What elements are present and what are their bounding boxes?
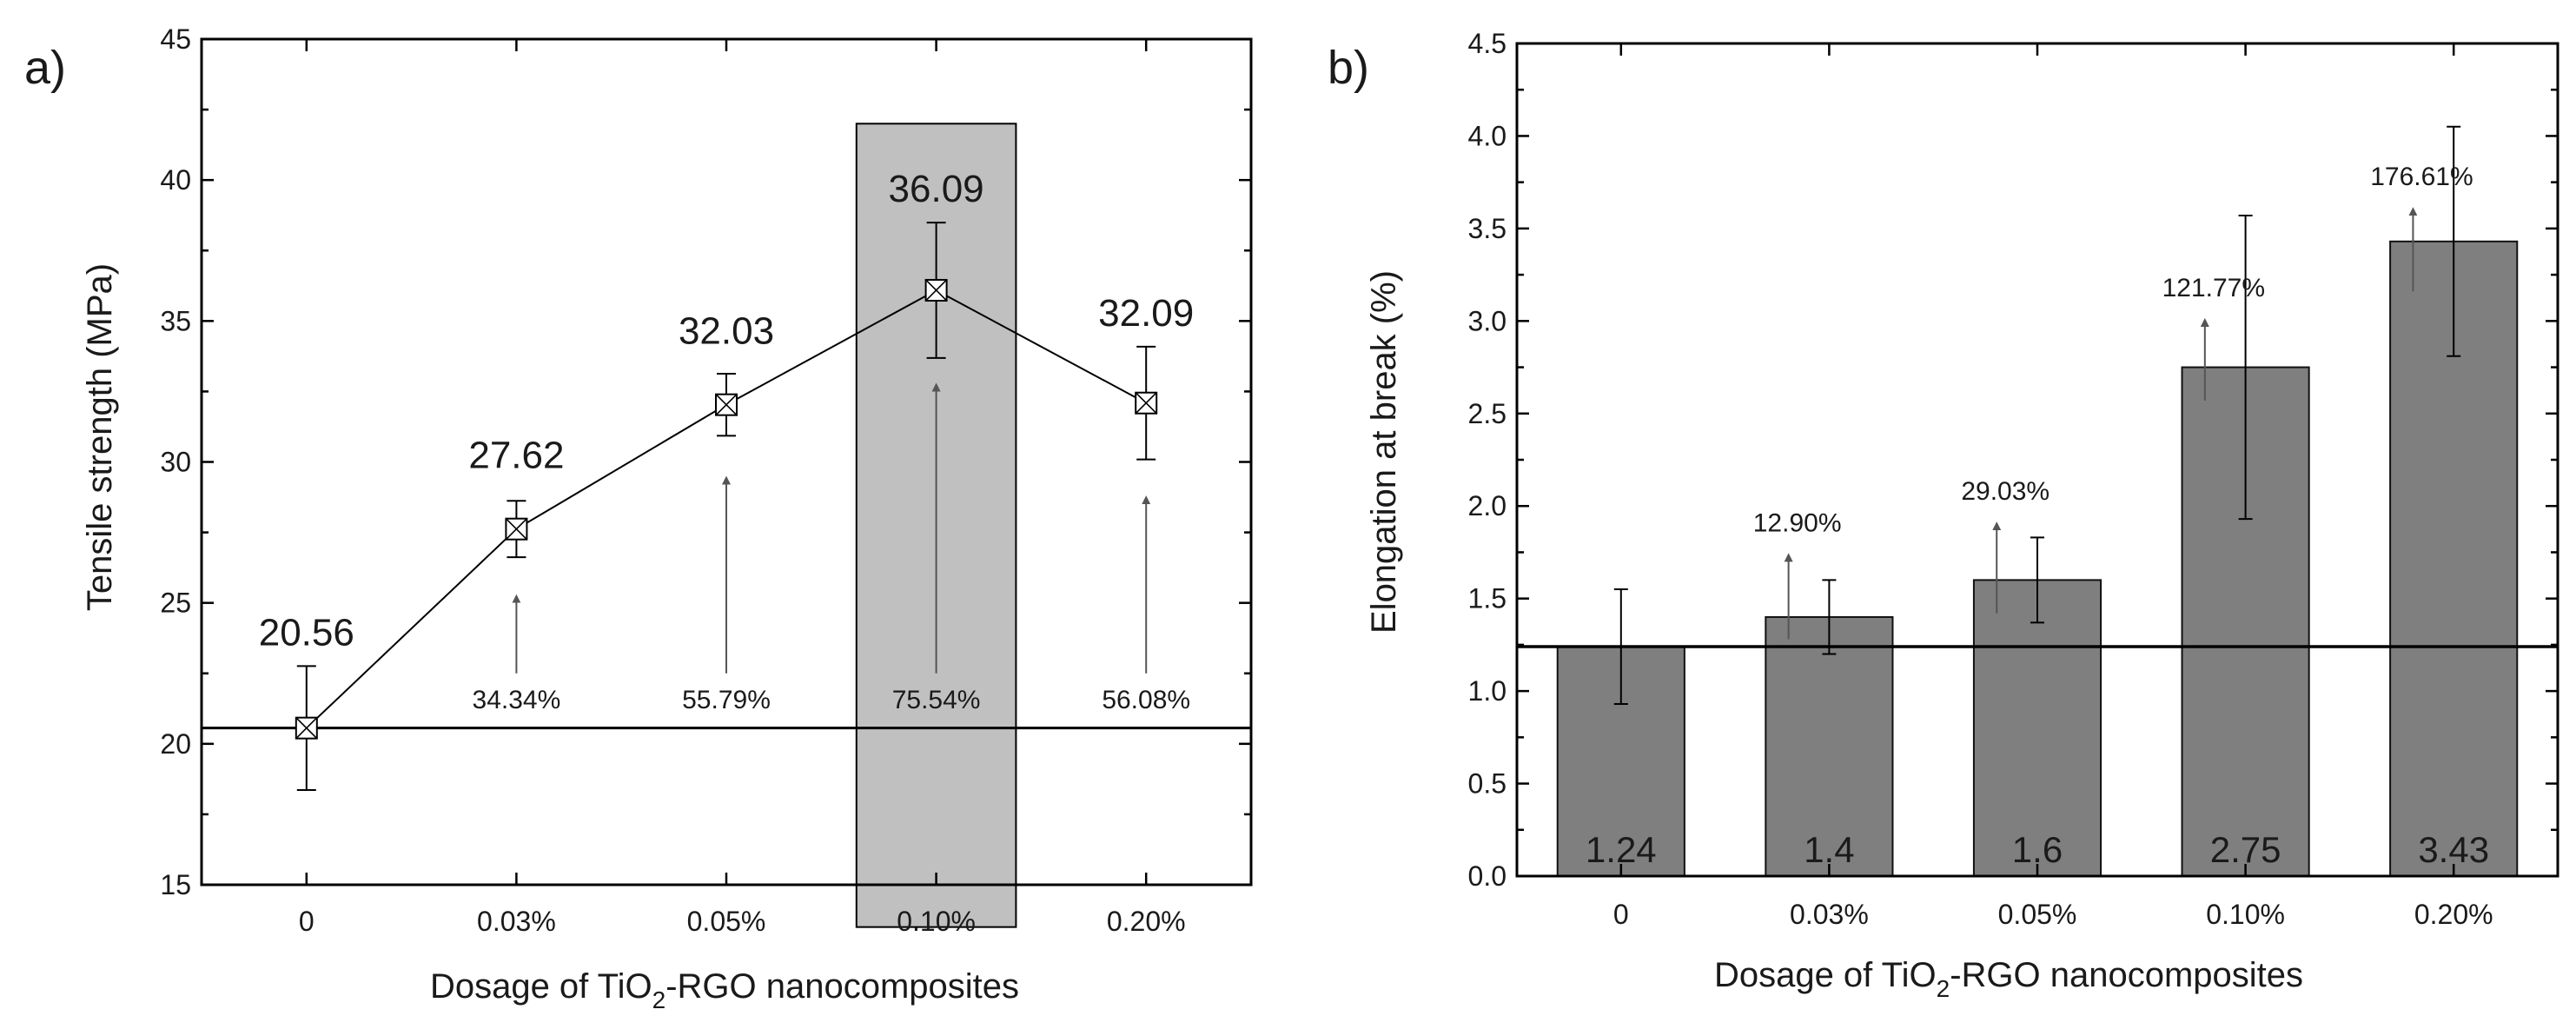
y-tick-label: 20 <box>160 728 191 760</box>
value-label: 32.03 <box>679 310 774 353</box>
y-tick-label: 1.5 <box>1468 583 1507 614</box>
data-point-cross <box>1135 392 1157 415</box>
panel-b-x-axis-label: Dosage of TiO2-RGO nanocomposites <box>1714 956 2303 1002</box>
y-tick-label: 3.5 <box>1468 213 1507 244</box>
plot-frame <box>200 37 1253 887</box>
panel-b-x-label-pre: Dosage of TiO <box>1714 956 1937 994</box>
increase-label: 29.03% <box>1961 477 2050 506</box>
y-tick-label: 25 <box>160 588 191 619</box>
y-tick-label: 0.5 <box>1468 768 1507 800</box>
y-tick-label: 45 <box>160 23 191 55</box>
x-tick-label: 0.03% <box>477 906 556 937</box>
x-tick-label: 0 <box>299 906 315 937</box>
panel-a-x-label-pre: Dosage of TiO <box>430 967 652 1006</box>
increase-label: 121.77% <box>2162 274 2265 302</box>
x-tick-label: 0.10% <box>897 906 976 937</box>
x-tick-label: 0.05% <box>1998 899 2077 930</box>
increase-label: 34.34% <box>473 686 561 714</box>
value-label: 32.09 <box>1098 292 1194 335</box>
panel-a-x-axis-label: Dosage of TiO2-RGO nanocomposites <box>430 967 1019 1013</box>
y-tick-label: 40 <box>160 164 191 196</box>
panel-a-tensile-strength: a) Tensile strength (MPa) Dosage of TiO2… <box>24 23 1253 1013</box>
y-tick-label: 4.5 <box>1468 28 1507 59</box>
x-tick-label: 0.20% <box>2414 899 2493 930</box>
y-tick-label: 0.0 <box>1468 860 1507 892</box>
x-tick-label: 0.05% <box>687 906 766 937</box>
value-label: 3.43 <box>2418 829 2489 870</box>
data-point-cross <box>295 717 318 740</box>
panel-b-label: b) <box>1328 42 1369 94</box>
bar <box>1765 615 1894 877</box>
y-tick-label: 1.0 <box>1468 675 1507 707</box>
panel-a-label: a) <box>24 42 66 94</box>
increase-label: 56.08% <box>1102 686 1190 714</box>
panel-a-x-label-sub: 2 <box>652 986 666 1013</box>
x-tick-label: 0.10% <box>2206 899 2285 930</box>
y-tick-label: 35 <box>160 305 191 336</box>
value-label: 20.56 <box>259 611 354 654</box>
x-tick-label: 0.03% <box>1790 899 1869 930</box>
y-tick-label: 2.5 <box>1468 398 1507 429</box>
panel-a-y-axis-label: Tensile strength (MPa) <box>81 263 119 611</box>
panel-b-x-label-sub: 2 <box>1937 975 1950 1002</box>
y-tick-label: 15 <box>160 869 191 900</box>
y-tick-label: 3.0 <box>1468 305 1507 336</box>
value-label: 27.62 <box>468 435 564 477</box>
bar <box>1972 579 2103 878</box>
value-label: 2.75 <box>2210 829 2281 870</box>
data-point-cross <box>925 279 948 302</box>
increase-label: 12.90% <box>1753 508 1842 537</box>
x-tick-label: 0.20% <box>1107 906 1186 937</box>
increase-label: 55.79% <box>682 686 771 714</box>
value-label: 1.6 <box>2012 829 2063 870</box>
x-tick-label: 0 <box>1613 899 1629 930</box>
data-point-cross <box>505 518 527 541</box>
y-tick-label: 30 <box>160 447 191 478</box>
increase-label: 176.61% <box>2370 163 2473 191</box>
y-tick-label: 2.0 <box>1468 490 1507 521</box>
y-tick-label: 4.0 <box>1468 120 1507 151</box>
increase-label: 75.54% <box>892 686 981 714</box>
value-label: 1.24 <box>1586 829 1657 870</box>
data-point-cross <box>715 394 738 416</box>
panel-b-elongation: b) Elongation at break (%) Dosage of TiO… <box>1328 28 2559 1002</box>
panel-b-y-axis-label: Elongation at break (%) <box>1365 270 1403 634</box>
panel-b-x-label-post: -RGO nanocomposites <box>1950 956 2303 994</box>
panel-a-x-label-post: -RGO nanocomposites <box>666 967 1019 1006</box>
value-label: 1.4 <box>1804 829 1854 870</box>
value-label: 36.09 <box>889 168 984 210</box>
